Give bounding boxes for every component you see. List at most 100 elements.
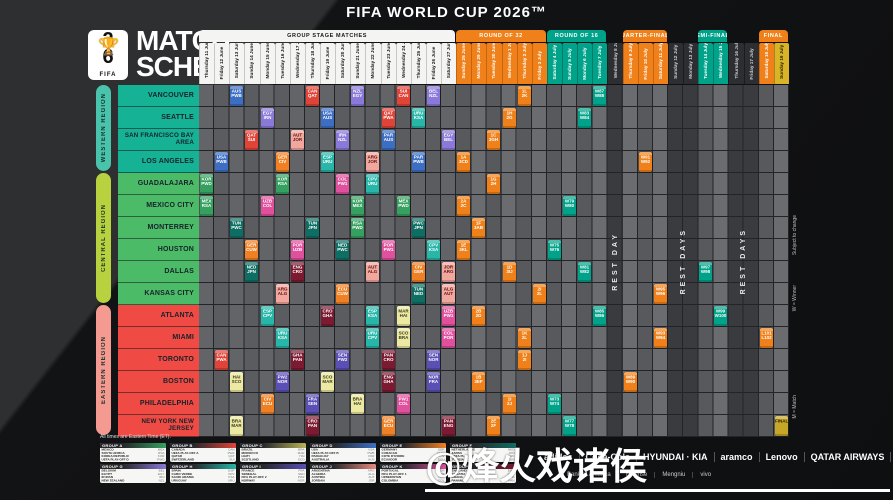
match-cell-irn-nzl: IRN NZL	[336, 130, 350, 150]
date-header-wednesday-15-july: Wednesday 15 July	[713, 43, 729, 84]
match-cell-par-aus: PAR AUS	[381, 130, 395, 150]
match-cell-ger-civ: GER CIV	[275, 152, 289, 172]
stage-header-semi-finals: SEMI-FINALS	[698, 30, 728, 42]
legend-group-i: GROUP I FRANCE FRA SENEGAL SEN FIFA PLAY-OFF …	[240, 464, 306, 483]
match-cell-1b-3ef: 1B 3EF	[472, 372, 486, 392]
match-cell-sco-mar: SCO MAR	[321, 372, 335, 392]
match-cell-por-pw1: POR PW1	[381, 240, 395, 260]
match-cell-jor-arg: JOR ARG	[442, 262, 456, 282]
legend-team-row: CABO VERDE CPV	[171, 472, 235, 476]
legend-group-header: GROUP D	[310, 443, 376, 448]
date-header-thursday-25-june: Thursday 25 June	[410, 43, 426, 84]
legend-team-row: UEFA PLAY-OFF C PWC	[451, 454, 515, 459]
match-cell-uru-cpv: URU CPV	[366, 328, 380, 348]
date-header-saturday-4-july: Saturday 4 July	[546, 43, 563, 84]
match-cell-arg-jor: ARG JOR	[366, 152, 380, 172]
legend-team-row: USA USA	[311, 448, 375, 452]
legend-team-row: AUSTRALIA AUS	[311, 458, 375, 462]
match-cell-esp-uru: ESP URU	[321, 152, 335, 172]
match-cell-civ-ger: CIV GER	[411, 262, 425, 282]
legend-team-row: GERMANY GER	[381, 448, 445, 452]
region-tab-western: WESTERN REGION	[96, 85, 111, 171]
legend-group-b: GROUP B CANADA CAN UEFA PLAY-OFF A PWA QATAR Q…	[170, 443, 236, 462]
city-label-toronto: TORONTO	[118, 349, 199, 371]
stage-header-final: FINAL	[758, 30, 788, 42]
legend-team-row: CROATIA CRO	[451, 472, 515, 476]
match-cell-egy-bel: EGY BEL	[442, 130, 456, 150]
legend-group-g: GROUP G BELGIUM BEL EGYPT EGY IR IRAN IRN NEW Z…	[100, 464, 166, 483]
match-cell-aut-jor: AUT JOR	[290, 130, 304, 150]
sponsor-logo-bank-of-america: Bank of America	[560, 472, 619, 478]
match-cell-2b-2d: 2B 2D	[472, 306, 486, 326]
sponsor-logo-vivo: vivo	[700, 472, 712, 478]
date-header-thursday-2-july: Thursday 2 July	[516, 43, 532, 84]
match-cell-hai-sco: HAI SCO	[230, 372, 244, 392]
watermark-text: @烽火戏诸侯	[425, 446, 890, 492]
date-header-sunday-28-june: Sunday 28 June	[456, 43, 472, 84]
date-header-saturday-13-june: Saturday 13 June	[229, 43, 245, 84]
legend-team-row: COLOMBIA COL	[381, 479, 445, 483]
winner-note: W = Winner	[792, 285, 798, 312]
legend-team-row: URUGUAY URU	[171, 479, 235, 483]
city-label-dallas: DALLAS	[118, 261, 199, 283]
date-header-tuesday-14-july: Tuesday 14 July	[698, 43, 714, 84]
legend-team-row: NEW ZEALAND NZL	[101, 479, 165, 483]
legend-group-k: GROUP K PORTUGAL POR FIFA PLAY-OFF 1 PW1 UZBE…	[380, 464, 446, 483]
match-cell-can-qat: CAN QAT	[305, 86, 319, 106]
match-cell-w85-w86: W85 W86	[593, 306, 607, 326]
legend-group-header: GROUP J	[310, 464, 376, 469]
legend-team-row: CANADA CAN	[171, 448, 235, 452]
date-header-friday-26-june: Friday 26 June	[425, 43, 442, 84]
match-cell-ned-pwc: NED PWC	[336, 240, 350, 260]
match-cell-w91-w92: W91 W92	[638, 152, 652, 172]
sponsor-row-secondary: Bank of America Hisense Mengniu vivo	[560, 472, 718, 478]
match-cell-sco-bra: SCO BRA	[396, 328, 410, 348]
legend-team-row: GHANA GHA	[451, 475, 515, 480]
legend-team-row: PANAMA PAN	[451, 479, 515, 483]
city-label-atlanta: ATLANTA	[118, 305, 199, 327]
schedule-grid: REST DAY REST DAYS REST DAYS AUS PWB CAN QAT NZ…	[199, 85, 789, 437]
match-cell-ger-ecu: GER ECU	[381, 416, 395, 436]
city-label-san-francisco-bay-area: SAN FRANCISCO BAY AREA	[118, 129, 199, 151]
date-header-saturday-27-june: Saturday 27 June	[441, 43, 457, 84]
legend-group-d: GROUP D USA USA UEFA PLAY-OFF B PWB PARAGUAY P…	[310, 443, 376, 462]
sponsor-logo-adidas: adidas	[538, 452, 580, 462]
legend-team-row: FRANCE FRA	[241, 469, 305, 473]
match-cell-kor-pwd: KOR PWD	[200, 174, 213, 194]
trophy-icon: 🏆	[98, 37, 120, 56]
stage-header-quarter-finals: QUARTER-FINALS	[622, 30, 667, 42]
legend-team-row: ECUADOR ECU	[381, 458, 445, 462]
match-cell-civ-ecu: CIV ECU	[260, 394, 274, 414]
legend-team-row: MEXICO MEX	[101, 448, 165, 452]
match-cell-w93-w94: W93 W94	[653, 328, 667, 348]
legend-team-row: FIFA PLAY-OFF 1 PW1	[381, 472, 445, 476]
match-cell-1l-2k: 1L 2K	[517, 86, 531, 106]
match-cell-1g-2h: 1G 2H	[487, 174, 501, 194]
match-cell-1i-2j: 1I 2J	[502, 394, 516, 414]
match-cell-tun-ned: TUN NED	[411, 284, 425, 304]
match-cell-w87-w88: W87 W88	[593, 86, 607, 106]
legend-group-header: GROUP F	[450, 443, 516, 448]
match-cell-2i-2l: 2I 2L	[532, 284, 546, 304]
date-header-thursday-18-june: Thursday 18 June	[304, 43, 321, 84]
date-header-friday-10-july: Friday 10 July	[637, 43, 653, 84]
legend-team-row: PARAGUAY PAR	[311, 454, 375, 459]
match-cell-esp-cpv: ESP CPV	[260, 306, 274, 326]
date-header-sunday-14-june: Sunday 14 June	[244, 43, 260, 84]
legend-group-header: GROUP A	[100, 443, 166, 448]
match-cell-w75-w76: W75 W76	[547, 240, 561, 260]
date-header-tuesday-30-june: Tuesday 30 June	[486, 43, 502, 84]
match-cell-w83-w84: W83 W84	[578, 108, 592, 128]
match-cell-bra-mar: BRA MAR	[230, 416, 244, 436]
legend-team-row: PORTUGAL POR	[381, 469, 445, 473]
match-cell-w95-w96: W95 W96	[653, 284, 667, 304]
legend-team-row: ENGLAND ENG	[451, 469, 515, 473]
date-header-sunday-12-july: Sunday 12 July	[667, 43, 684, 84]
sponsor-logo-aramco: aramco	[715, 452, 760, 462]
legend-team-row: AUSTRIA AUT	[311, 475, 375, 480]
match-cell-usa-pwb: USA PWB	[215, 152, 229, 172]
date-header-monday-13-july: Monday 13 July	[683, 43, 699, 84]
date-header-thursday-16-july: Thursday 16 July	[728, 43, 744, 84]
legend-group-header: GROUP I	[240, 464, 306, 469]
sponsor-logo-coca-cola: Coca-Cola	[580, 452, 638, 462]
